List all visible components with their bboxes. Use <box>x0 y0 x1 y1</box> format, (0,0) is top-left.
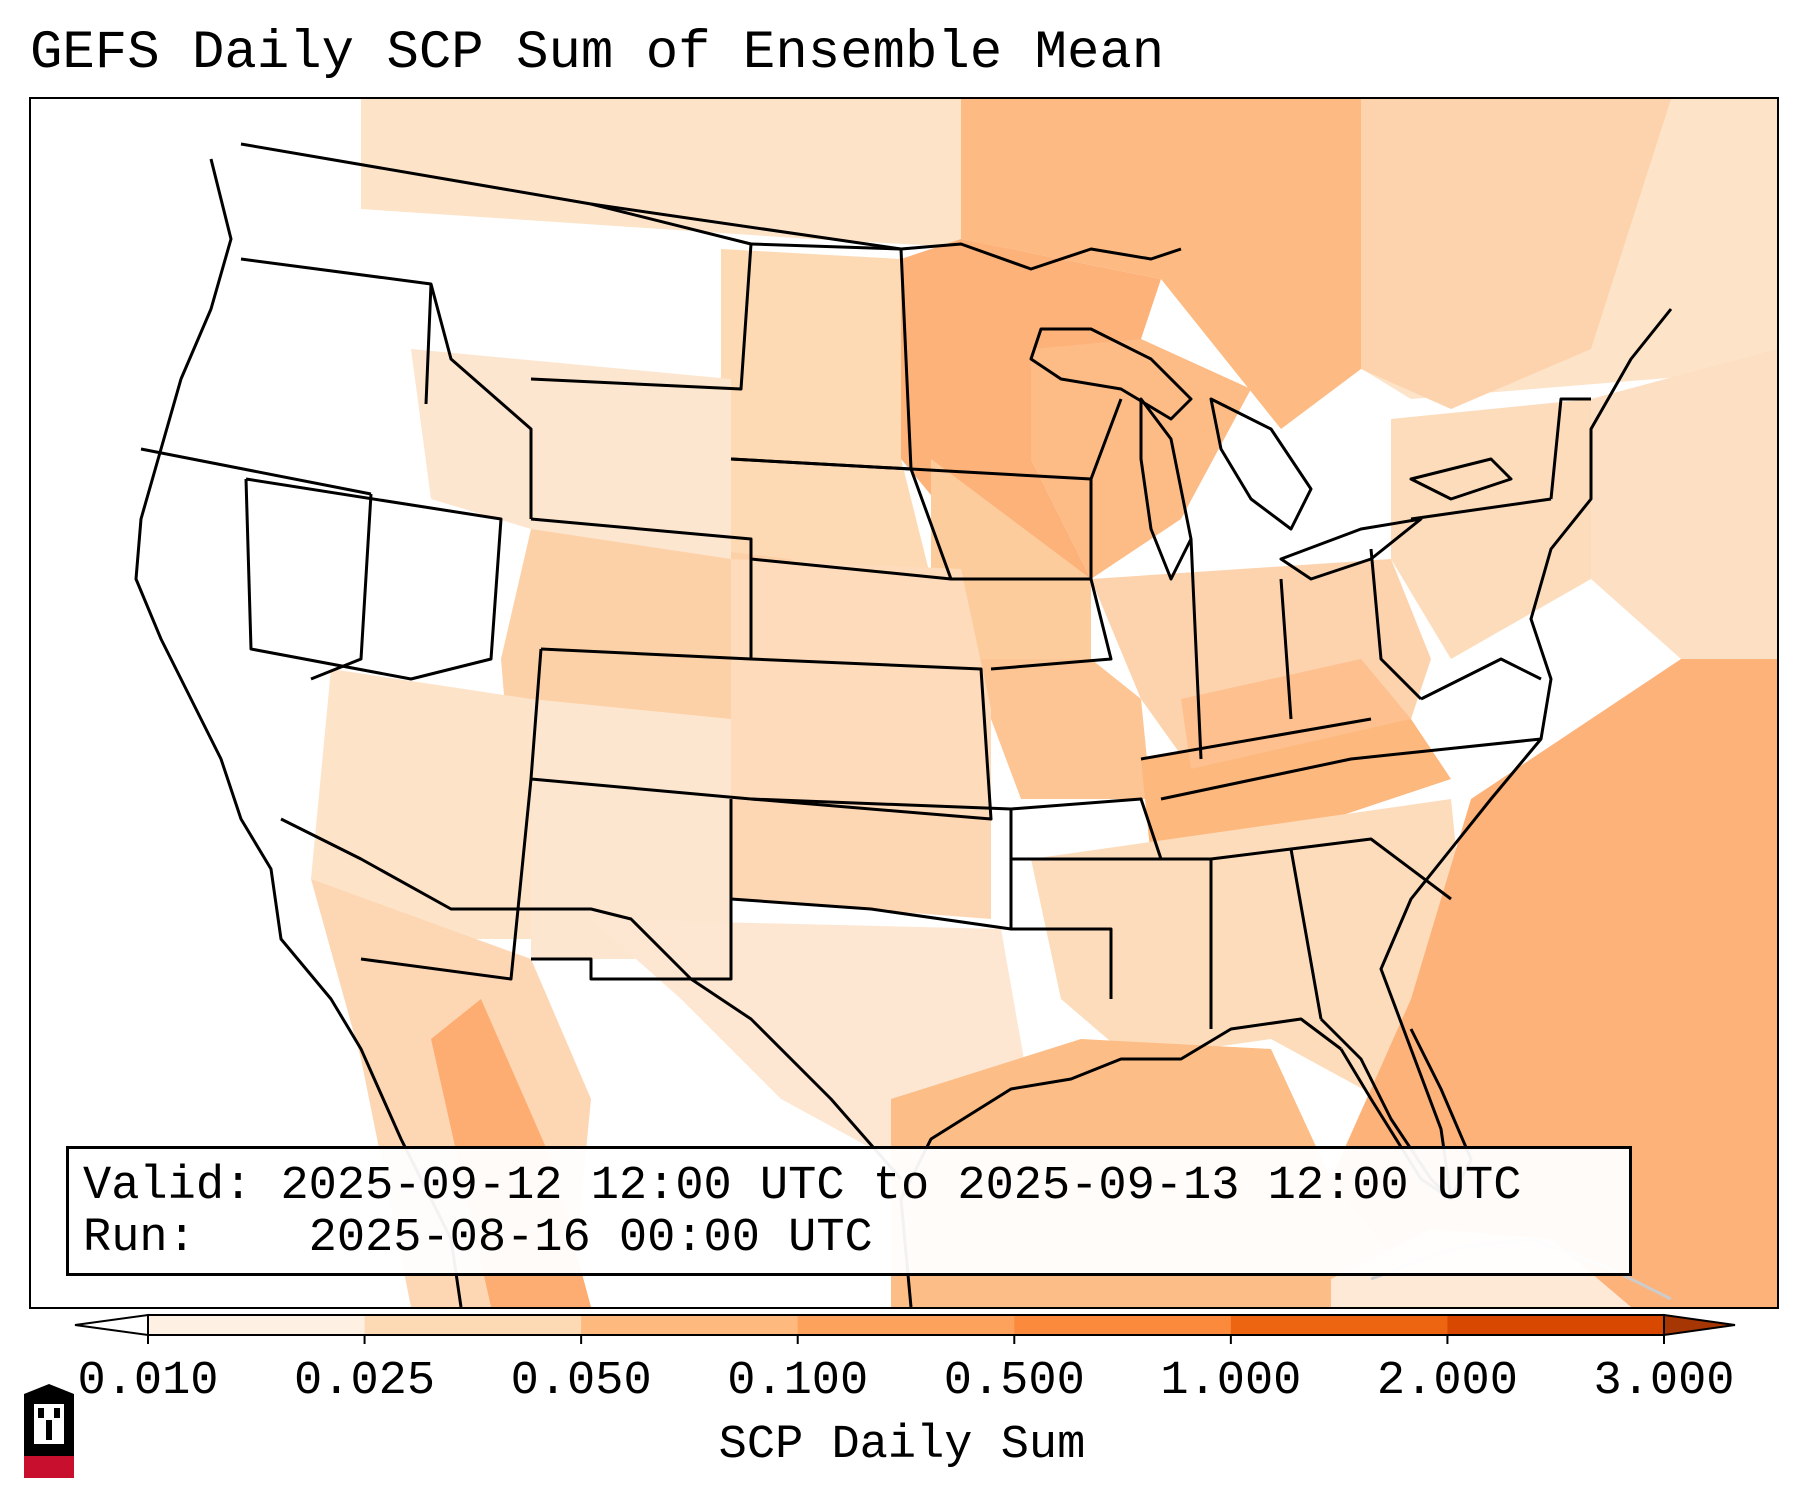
colorbar-outline <box>147 1314 1665 1336</box>
border-us-mexico <box>280 817 903 1180</box>
shade-wyoming <box>411 349 731 559</box>
run-label: Run: <box>83 1212 196 1265</box>
border-il-in <box>1189 538 1203 760</box>
border-ar-la <box>1011 927 1113 999</box>
border-md-va <box>1420 657 1542 701</box>
colorbar-label: SCP Daily Sum <box>718 1419 1086 1472</box>
colorbar-segment <box>364 1315 582 1335</box>
border-ok-tx <box>730 809 1013 931</box>
state-borders <box>134 142 1673 1307</box>
info-box: Valid: 2025-09-12 12:00 UTC to 2025-09-1… <box>66 1146 1632 1276</box>
border-ks-ok <box>750 797 1012 811</box>
border-tn-ky <box>1140 717 1372 761</box>
shade-northeast <box>1391 399 1591 659</box>
shade-atlantic-north <box>1591 349 1777 659</box>
colorbar-tick-label: 0.500 <box>943 1355 1085 1408</box>
border-az-nm <box>360 778 533 981</box>
shade-nebraska-kansas <box>731 559 991 819</box>
colorbar-segment <box>797 1315 1015 1335</box>
shade-quebec <box>1361 99 1671 409</box>
border-ne-ks <box>750 657 993 821</box>
shade-new-mexico <box>531 699 731 959</box>
border-ga-sc <box>1290 837 1452 901</box>
border-in-oh <box>1279 578 1293 720</box>
border-oh-pa <box>1369 548 1423 701</box>
border-us-canada <box>240 142 1182 271</box>
niu-logo <box>24 1384 74 1478</box>
border-pa-ny <box>1410 497 1552 521</box>
valid-label: Valid: <box>83 1160 253 1213</box>
shade-canada-central <box>961 99 1361 429</box>
colorbar-tick-label: 1.000 <box>1160 1355 1302 1408</box>
colorbar-segment <box>1014 1315 1232 1335</box>
map-panel <box>29 97 1779 1309</box>
border-wa-or <box>240 257 433 405</box>
colorbar-over-extension <box>1663 1313 1736 1337</box>
shade-dakotas <box>721 249 931 579</box>
shade-oklahoma <box>731 799 991 919</box>
valid-line: Valid: 2025-09-12 12:00 UTC to 2025-09-1… <box>83 1161 1521 1213</box>
border-wy-co <box>530 517 753 661</box>
border-sd-ne <box>730 457 953 581</box>
border-ny-ne <box>1549 397 1591 500</box>
lake-superior <box>1029 327 1193 421</box>
colorbar-tick-label: 0.100 <box>727 1355 869 1408</box>
scp-map <box>134 99 1777 1307</box>
colorbar-under-extension <box>74 1313 149 1337</box>
border-ia-mo <box>951 577 1113 671</box>
valid-value: 2025-09-12 12:00 UTC to 2025-09-13 12:00… <box>280 1160 1522 1213</box>
border-wi-mi <box>1089 398 1123 480</box>
lake-ontario <box>1409 457 1513 501</box>
page-title: GEFS Daily SCP Sum of Ensemble Mean <box>30 23 1165 84</box>
colorbar-tick-label: 3.000 <box>1593 1355 1735 1408</box>
shade-southeast <box>1031 799 1471 1099</box>
run-value: 2025-08-16 00:00 UTC <box>308 1212 873 1265</box>
shade-arizona <box>311 669 531 939</box>
border-nv-ut <box>244 477 503 681</box>
shade-missouri <box>961 659 1151 799</box>
colorbar-tick-label: 0.050 <box>510 1355 652 1408</box>
scp-shading <box>311 99 1777 1307</box>
colorbar-segment <box>148 1315 366 1335</box>
colorbar-tick-label: 2.000 <box>1376 1355 1518 1408</box>
border-id-mt <box>429 283 533 519</box>
coast-west <box>134 158 463 1307</box>
border-ca-nv <box>310 493 373 681</box>
colorbar-segment <box>1447 1315 1665 1335</box>
border-mo-ar <box>1010 797 1163 861</box>
colorbar-segment <box>581 1315 799 1335</box>
colorbar-tick-label: 0.025 <box>294 1355 436 1408</box>
border-mt-wy <box>530 202 753 391</box>
run-line: Run: 2025-08-16 00:00 UTC <box>83 1213 873 1265</box>
border-or-ca <box>140 447 372 496</box>
lake-michigan <box>1139 397 1193 581</box>
colorbar-segment <box>1230 1315 1448 1335</box>
lake-erie <box>1279 517 1423 581</box>
colorbar <box>74 1313 1736 1344</box>
colorbar-tick-label: 0.010 <box>77 1355 219 1408</box>
border-nc-va <box>1160 737 1542 801</box>
lake-huron <box>1209 397 1313 531</box>
border-nm-tx <box>531 799 733 981</box>
